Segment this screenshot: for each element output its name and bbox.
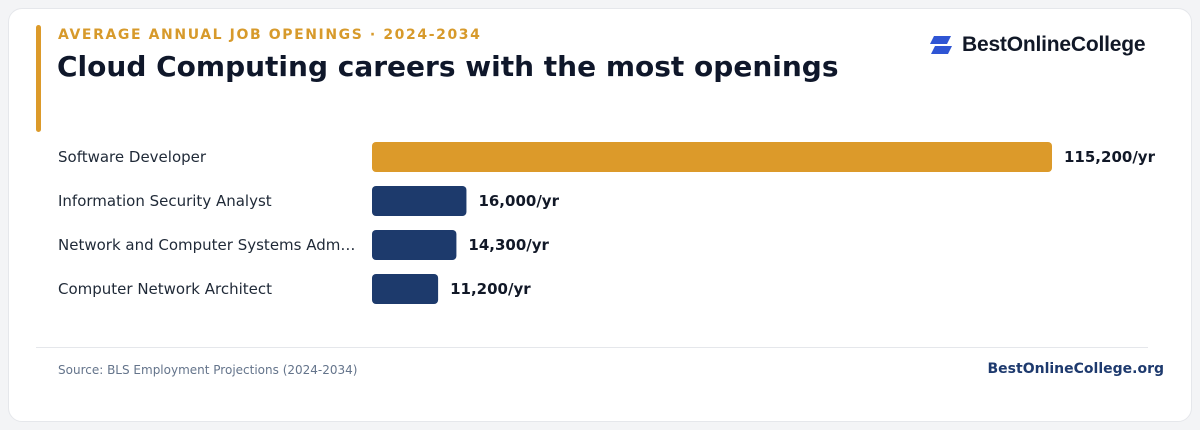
category-label: Network and Computer Systems Adm…: [58, 236, 355, 254]
bar[interactable]: [372, 274, 439, 304]
brand-logo[interactable]: BestOnlineCollege: [928, 32, 1146, 58]
chart-title: Cloud Computing careers with the most op…: [57, 50, 839, 83]
source-note: Source: BLS Employment Projections (2024…: [58, 363, 358, 377]
value-label: 115,200/yr: [1064, 148, 1156, 166]
value-label: 11,200/yr: [450, 280, 531, 298]
bar-chart: Software Developer 115,200/yr Information …: [58, 142, 1156, 304]
brand-name: BestOnlineCollege: [962, 33, 1146, 56]
category-label: Software Developer: [58, 148, 207, 166]
site-link[interactable]: BestOnlineCollege.org: [987, 361, 1164, 377]
chart-card: [8, 8, 1192, 422]
chart-eyebrow: AVERAGE ANNUAL JOB OPENINGS · 2024-2034: [58, 27, 482, 43]
accent-bar: [36, 25, 41, 132]
category-label: Information Security Analyst: [58, 192, 272, 210]
bar[interactable]: [372, 230, 457, 260]
bar[interactable]: [372, 142, 1052, 172]
footer-divider: [36, 347, 1148, 348]
value-label: 16,000/yr: [478, 192, 559, 210]
stacked-parallelogram-logo-icon: [930, 36, 952, 54]
bar[interactable]: [372, 186, 467, 216]
value-label: 14,300/yr: [468, 236, 549, 254]
category-label: Computer Network Architect: [58, 280, 272, 298]
